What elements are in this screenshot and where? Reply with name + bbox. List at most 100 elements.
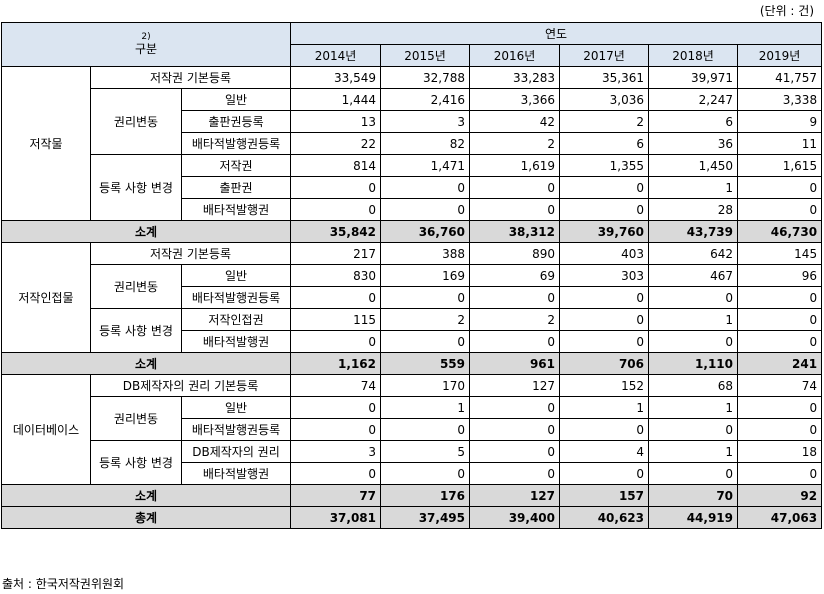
year-col: 2015년 xyxy=(380,44,471,67)
value-cell: 0 xyxy=(648,462,739,485)
value-cell: 33,283 xyxy=(469,66,561,89)
value-cell: 706 xyxy=(559,352,650,375)
basic-registration-label: DB제작자의 권리 기본등록 xyxy=(89,374,292,397)
value-cell: 0 xyxy=(469,286,561,309)
value-cell: 42 xyxy=(469,110,561,133)
value-cell: 1 xyxy=(648,308,739,331)
value-cell: 1,355 xyxy=(559,154,650,177)
value-cell: 559 xyxy=(380,352,471,375)
value-cell: 0 xyxy=(380,198,471,221)
row-label: 배타적발행권 xyxy=(180,462,292,485)
value-cell: 39,971 xyxy=(648,66,739,89)
value-cell: 0 xyxy=(737,286,823,309)
value-cell: 0 xyxy=(290,330,382,353)
basic-registration-label: 저작권 기본등록 xyxy=(89,66,292,89)
value-cell: 0 xyxy=(380,462,471,485)
value-cell: 47,063 xyxy=(737,506,823,529)
value-cell: 0 xyxy=(380,418,471,441)
group-label: 등록 사항 변경 xyxy=(90,308,182,353)
category-note: 2) xyxy=(141,32,151,42)
group-label: 권리변동 xyxy=(90,264,182,309)
value-cell: 170 xyxy=(380,374,471,397)
registration-table: 2) 구분 연도 2014년 2015년 2016년 2017년 2018년 2… xyxy=(0,22,823,529)
value-cell: 13 xyxy=(290,110,382,133)
row-label: 일반 xyxy=(180,396,292,419)
row-label: DB제작자의 권리 xyxy=(180,440,292,463)
value-cell: 115 xyxy=(290,308,382,331)
value-cell: 1,110 xyxy=(648,352,739,375)
value-cell: 0 xyxy=(737,396,823,419)
value-cell: 0 xyxy=(469,418,561,441)
table-row: 권리변동 일반 0 1 0 1 1 0 xyxy=(2,396,823,441)
value-cell: 157 xyxy=(559,484,650,507)
section-name: 저작물 xyxy=(1,66,91,221)
row-label: 저작인접권 xyxy=(180,308,292,331)
value-cell: 69 xyxy=(469,264,561,287)
value-cell: 0 xyxy=(380,286,471,309)
value-cell: 145 xyxy=(737,242,823,265)
value-cell: 0 xyxy=(737,330,823,353)
value-cell: 0 xyxy=(559,308,650,331)
value-cell: 1,619 xyxy=(469,154,561,177)
subtotal-label: 소계 xyxy=(0,220,292,243)
table-row: 권리변동 일반 1,444 2,416 3,366 3,036 2,247 3,338 xyxy=(2,88,823,155)
total-label: 총계 xyxy=(0,506,292,529)
value-cell: 961 xyxy=(469,352,561,375)
subtotal-row: 소계 1,162 559 961 706 1,110 241 xyxy=(0,352,823,375)
header-row-2: 2014년 2015년 2016년 2017년 2018년 2019년 xyxy=(2,44,823,67)
value-cell: 388 xyxy=(380,242,471,265)
value-cell: 127 xyxy=(469,484,561,507)
value-cell: 74 xyxy=(737,374,823,397)
value-cell: 0 xyxy=(737,176,823,199)
value-cell: 1,450 xyxy=(648,154,739,177)
value-cell: 1 xyxy=(648,176,739,199)
value-cell: 77 xyxy=(290,484,382,507)
value-cell: 0 xyxy=(737,198,823,221)
value-cell: 3,036 xyxy=(559,88,650,111)
value-cell: 1,471 xyxy=(380,154,471,177)
value-cell: 0 xyxy=(469,440,561,463)
value-cell: 5 xyxy=(380,440,471,463)
group-label: 등록 사항 변경 xyxy=(90,440,182,485)
value-cell: 0 xyxy=(290,198,382,221)
value-cell: 1 xyxy=(648,396,739,419)
value-cell: 40,623 xyxy=(559,506,650,529)
value-cell: 39,400 xyxy=(469,506,561,529)
value-cell: 0 xyxy=(737,462,823,485)
value-cell: 11 xyxy=(737,132,823,155)
value-cell: 0 xyxy=(290,286,382,309)
value-cell: 41,757 xyxy=(737,66,823,89)
value-cell: 82 xyxy=(380,132,471,155)
row-label: 배타적발행권 xyxy=(180,198,292,221)
value-cell: 9 xyxy=(737,110,823,133)
row-label: 배타적발행권등록 xyxy=(180,418,292,441)
value-cell: 44,919 xyxy=(648,506,739,529)
table-row: 등록 사항 변경 DB제작자의 권리 3 5 0 4 1 18 xyxy=(2,440,823,485)
value-cell: 0 xyxy=(559,198,650,221)
value-cell: 1,444 xyxy=(290,88,382,111)
value-cell: 0 xyxy=(559,176,650,199)
row-label: 배타적발행권등록 xyxy=(180,132,292,155)
value-cell: 0 xyxy=(290,176,382,199)
row-label: 일반 xyxy=(180,264,292,287)
value-cell: 32,788 xyxy=(380,66,471,89)
value-cell: 36,760 xyxy=(380,220,471,243)
value-cell: 43,739 xyxy=(648,220,739,243)
value-cell: 217 xyxy=(290,242,382,265)
value-cell: 74 xyxy=(290,374,382,397)
value-cell: 0 xyxy=(648,286,739,309)
value-cell: 36 xyxy=(648,132,739,155)
table-row: 저작인접물 저작권 기본등록 217 388 890 403 642 145 xyxy=(1,242,823,353)
value-cell: 1 xyxy=(559,396,650,419)
value-cell: 0 xyxy=(559,286,650,309)
value-cell: 1 xyxy=(380,396,471,419)
value-cell: 0 xyxy=(559,418,650,441)
subtotal-row: 소계 77 176 127 157 70 92 xyxy=(0,484,823,507)
value-cell: 96 xyxy=(737,264,823,287)
value-cell: 0 xyxy=(737,418,823,441)
row-label: 저작권 xyxy=(180,154,292,177)
category-label: 구분 xyxy=(134,42,158,56)
value-cell: 0 xyxy=(559,330,650,353)
table-row: 출판권 0 0 0 0 1 0 xyxy=(2,176,823,199)
value-cell: 0 xyxy=(290,396,382,419)
